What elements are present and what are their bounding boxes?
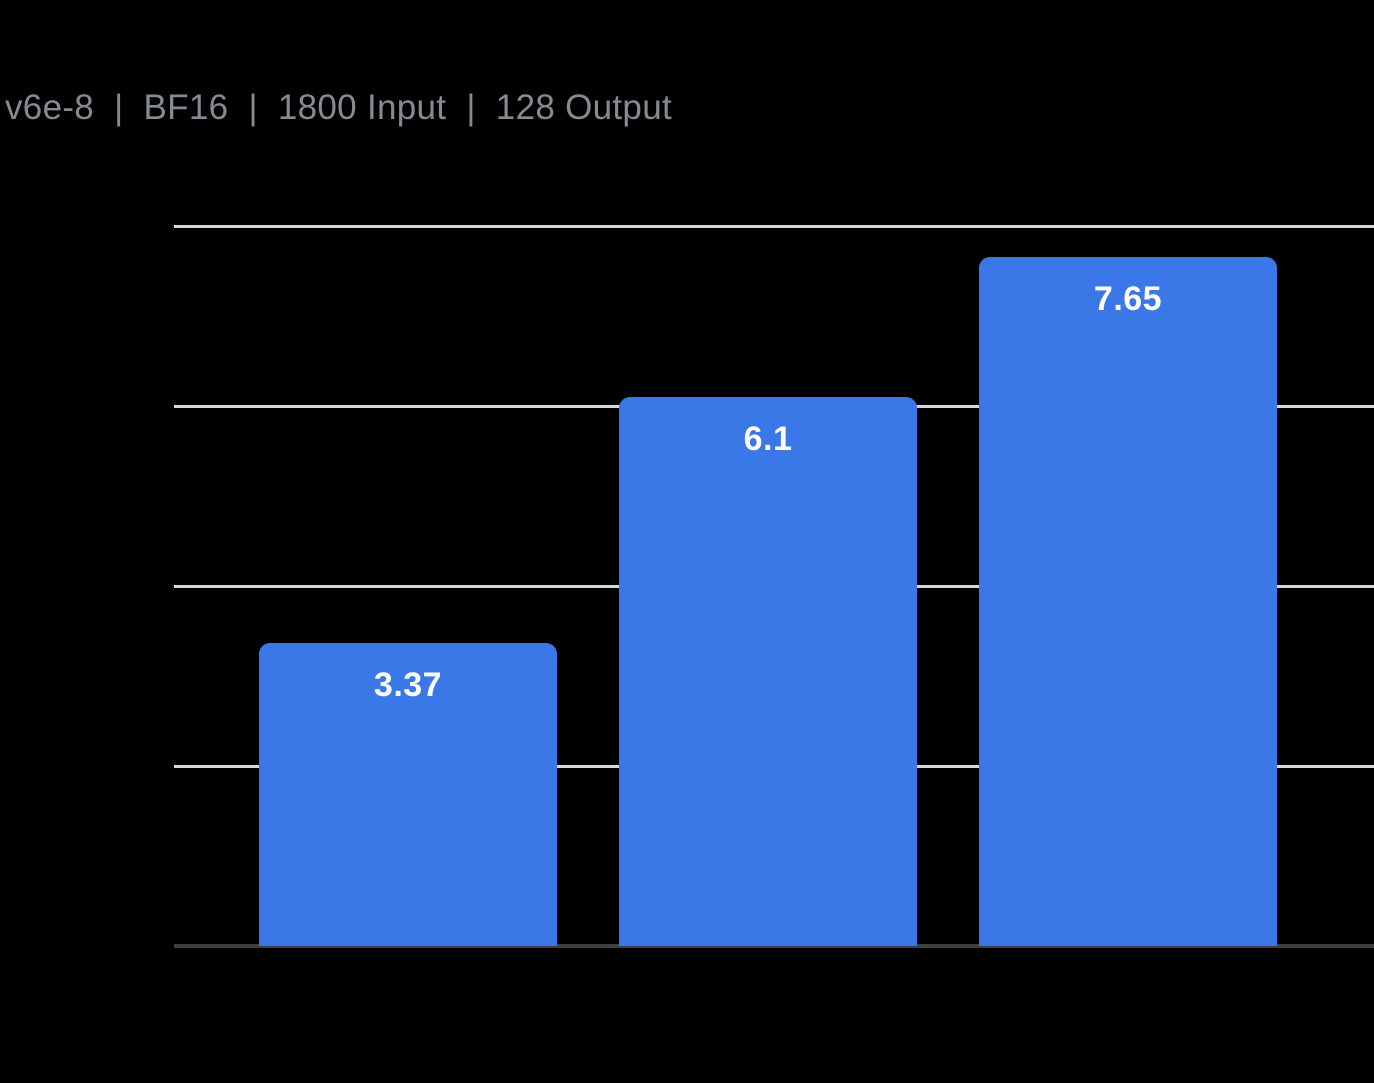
x-axis-line	[174, 944, 1374, 948]
plot-area: 3.37 6.1 7.65	[174, 225, 1374, 948]
bar-3: 7.65	[979, 257, 1277, 946]
bar-value-label: 6.1	[743, 420, 793, 458]
bar-value-label: 3.37	[373, 666, 443, 704]
bar-2: 6.1	[619, 397, 917, 946]
gridline-y8	[174, 225, 1374, 228]
bar-value-label: 7.65	[1093, 280, 1163, 318]
bar-1: 3.37	[259, 643, 557, 946]
chart-title: v6e-8 | BF16 | 1800 Input | 128 Output	[5, 88, 672, 127]
